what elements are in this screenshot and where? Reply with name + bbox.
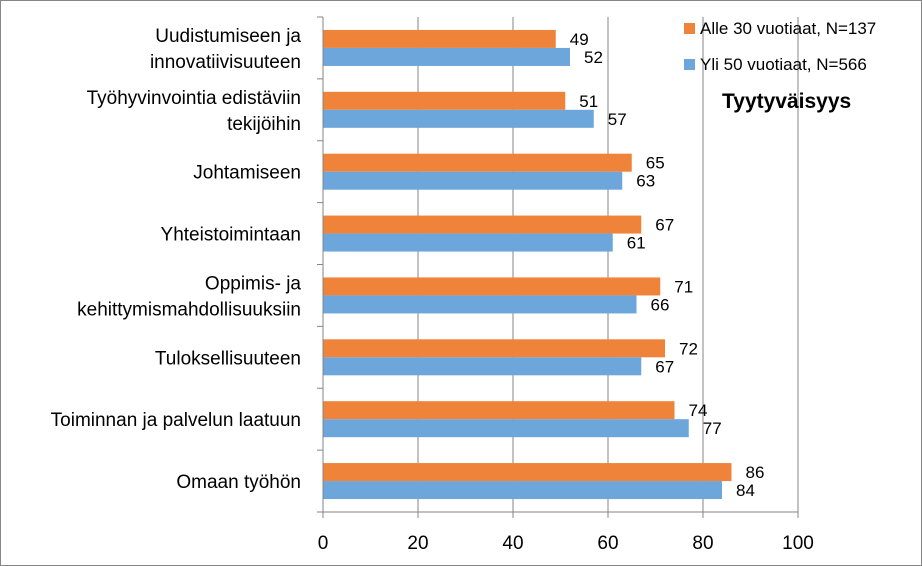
data-label-series1-6: 74 [689,401,708,420]
bar-series2-1 [323,109,594,128]
data-label-series1-7: 86 [746,463,765,482]
bar-series2-6 [323,419,689,438]
data-label-series2-6: 77 [703,419,722,438]
legend-swatch-1 [684,23,695,34]
bar-series1-4 [323,277,661,296]
bars [323,29,732,500]
data-label-series2-2: 63 [636,172,655,191]
x-tick-label-0: 0 [318,533,329,554]
bar-series2-4 [323,295,637,314]
data-label-series1-1: 51 [579,92,598,111]
data-label-series2-3: 61 [627,234,646,253]
bar-series2-7 [323,481,722,500]
category-label-6: Toiminnan ja palvelun laatuun [51,410,301,431]
bar-series1-6 [323,401,675,420]
data-label-series2-4: 66 [651,295,670,314]
bar-series1-2 [323,153,632,172]
annotation-tyytyvaisyys: Tyytyväisyys [722,90,851,113]
bar-series2-3 [323,233,613,252]
category-label-0: Uudistumiseen ja innovatiivisuuteen [150,26,301,73]
category-label-7: Omaan työhön [176,472,301,493]
legend-label-2: Yli 50 vuotiaat, N=566 [700,55,867,74]
data-label-series1-3: 67 [655,216,674,235]
bar-series1-0 [323,29,556,48]
data-label-series1-2: 65 [646,154,665,173]
bar-series2-2 [323,171,623,190]
x-tick-label-100: 100 [782,533,814,554]
x-tick-label-80: 80 [692,533,713,554]
data-label-series1-0: 49 [570,30,589,49]
category-label-2: Johtamiseen [193,163,301,184]
category-label-3: Yhteistoimintaan [161,225,301,246]
axes [317,16,799,518]
bar-series1-5 [323,339,665,358]
data-label-series1-5: 72 [679,339,698,358]
data-label-series1-4: 71 [674,277,693,296]
x-tick-label-20: 20 [407,533,428,554]
x-tick-label-60: 60 [597,533,618,554]
data-label-series2-0: 52 [584,48,603,67]
bar-series1-1 [323,91,566,110]
bar-series2-5 [323,357,642,376]
bar-series2-0 [323,47,570,66]
data-label-series2-1: 57 [608,110,627,129]
category-label-1: Työhyvinvointia edistäviin tekijöihin [87,88,301,135]
category-label-5: Tuloksellisuuteen [155,348,301,369]
legend-label-1: Alle 30 vuotiaat, N=137 [700,19,876,38]
bar-series1-7 [323,463,732,482]
x-tick-label-40: 40 [502,533,523,554]
legend-swatch-2 [684,59,695,70]
category-label-4: Oppimis- ja kehittymismahdollisuuksiin [77,273,301,320]
data-label-series2-7: 84 [736,481,755,500]
data-label-series2-5: 67 [655,357,674,376]
legend: Alle 30 vuotiaat, N=137 Yli 50 vuotiaat, … [684,19,876,74]
bar-series1-3 [323,215,642,234]
